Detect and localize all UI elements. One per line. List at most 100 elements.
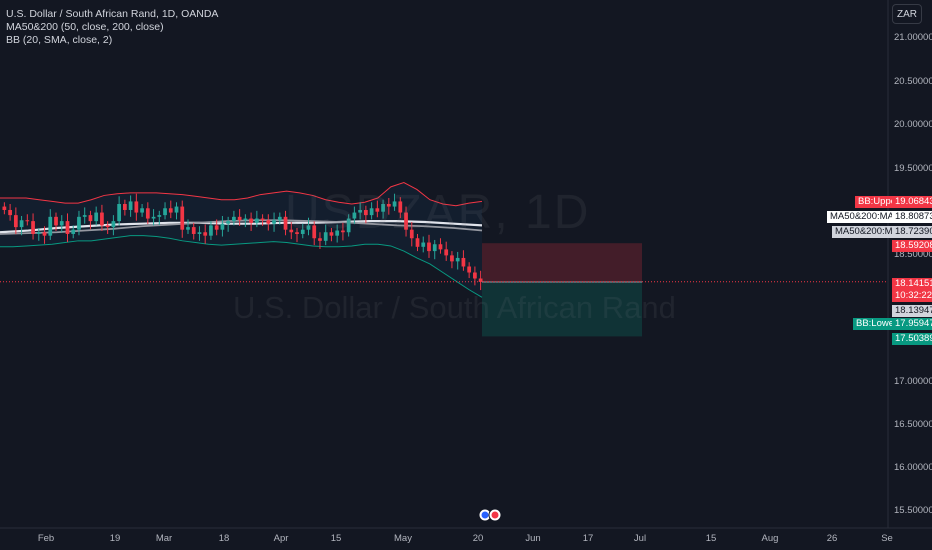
candle-body (157, 215, 162, 217)
candle-body (8, 209, 12, 216)
candle-body (36, 232, 41, 234)
bb-upper-line (0, 182, 483, 207)
candle-body (346, 218, 351, 233)
ma-legend[interactable]: MA50&200 (50, close, 200, close) (6, 21, 164, 33)
watermark-name: U.S. Dollar / South African Rand (233, 290, 676, 325)
candle-body (59, 221, 64, 226)
x-tick: Aug (761, 533, 779, 544)
candle-body (197, 232, 202, 234)
candle-body (409, 229, 414, 239)
candle-body (421, 242, 426, 247)
candle-body (163, 208, 167, 216)
x-tick: 15 (705, 533, 717, 544)
candle-body (260, 218, 265, 221)
stop-value: 18.59208 (892, 240, 932, 252)
x-tick: Mar (155, 533, 173, 544)
currency-button[interactable]: ZAR (892, 4, 922, 24)
candle-body (323, 232, 328, 241)
candle-body (128, 201, 133, 210)
candle-body (94, 212, 99, 222)
candle-body (341, 230, 345, 233)
candle-body (2, 206, 7, 210)
candle-body (438, 244, 443, 250)
x-tick: 17 (582, 533, 594, 544)
candle-body (289, 229, 294, 233)
price-value: 18.14151 (892, 278, 932, 290)
candle-body (364, 209, 368, 216)
candle-body (312, 225, 317, 239)
candle-body (277, 216, 282, 221)
candle-body (283, 216, 288, 230)
y-tick: 19.50000 (894, 163, 932, 174)
candle-body (461, 257, 466, 267)
x-tick: 15 (330, 533, 342, 544)
ma50-value: 18.72390 (892, 226, 932, 238)
candle-body (71, 229, 76, 234)
candle-body (386, 203, 391, 207)
candle-body (455, 257, 460, 262)
candle-body (48, 216, 53, 236)
candle-body (404, 212, 408, 230)
ma200-label: MA50&200:MA200 (827, 211, 913, 223)
bb-lower-value: 17.95947 (892, 318, 932, 330)
flag-icon (481, 511, 489, 519)
candle-body (272, 220, 276, 224)
candle-body (254, 218, 259, 223)
candle-body (415, 238, 420, 247)
symbol-legend[interactable]: U.S. Dollar / South African Rand, 1D, OA… (6, 8, 219, 20)
candle-body (54, 216, 58, 226)
candle-body (180, 206, 185, 230)
x-tick: Se (881, 533, 893, 544)
y-tick: 16.00000 (894, 462, 932, 473)
candle-body (467, 266, 472, 273)
candle-body (191, 227, 196, 234)
candle-body (19, 220, 24, 228)
entry-value: 18.13947 (892, 305, 932, 317)
candle-body (266, 220, 271, 224)
candle-body (214, 225, 219, 230)
y-tick: 17.00000 (894, 376, 932, 387)
candle-body (88, 215, 93, 222)
bb-legend[interactable]: BB (20, SMA, close, 2) (6, 34, 113, 46)
y-tick: 21.00000 (894, 32, 932, 43)
x-tick: Jun (525, 533, 541, 544)
candle-body (65, 221, 70, 234)
y-tick: 20.50000 (894, 76, 932, 87)
candle-body (358, 209, 362, 213)
x-tick: 19 (109, 533, 121, 544)
x-tick: Jul (633, 533, 647, 544)
candle-body (352, 212, 357, 219)
candle-body (203, 232, 208, 236)
candle-body (306, 225, 311, 230)
candle-body (432, 244, 437, 252)
candle-body (249, 218, 253, 223)
candle-body (444, 249, 449, 256)
y-tick: 16.50000 (894, 419, 932, 430)
candle-body (105, 225, 110, 228)
candle-body (100, 212, 104, 226)
candle-body (243, 218, 248, 221)
candle-body (209, 225, 213, 236)
target-value: 17.50389 (892, 333, 932, 345)
candle-body (318, 238, 322, 241)
candle-body (77, 216, 81, 230)
bb-upper-value: 19.06843 (892, 196, 932, 208)
x-tick: 18 (218, 533, 230, 544)
candle-body (478, 278, 483, 282)
candle-body (427, 242, 431, 252)
candle-body (111, 221, 116, 228)
candle-body (375, 208, 380, 212)
candle-body (134, 201, 139, 213)
y-tick: 18.50000 (894, 249, 932, 260)
bb-upper-label: BB:Upper (855, 196, 903, 208)
flag-icon (491, 511, 499, 519)
x-tick: May (394, 533, 412, 544)
candle-body (151, 216, 156, 219)
chart-legend: U.S. Dollar / South African Rand, 1D, OA… (6, 8, 218, 47)
watermark-ticker: USDZAR, 1D (285, 186, 591, 239)
bb-lower-line (0, 235, 483, 298)
bb-lower-label: BB:Lower (853, 318, 901, 330)
candle-body (335, 230, 340, 236)
